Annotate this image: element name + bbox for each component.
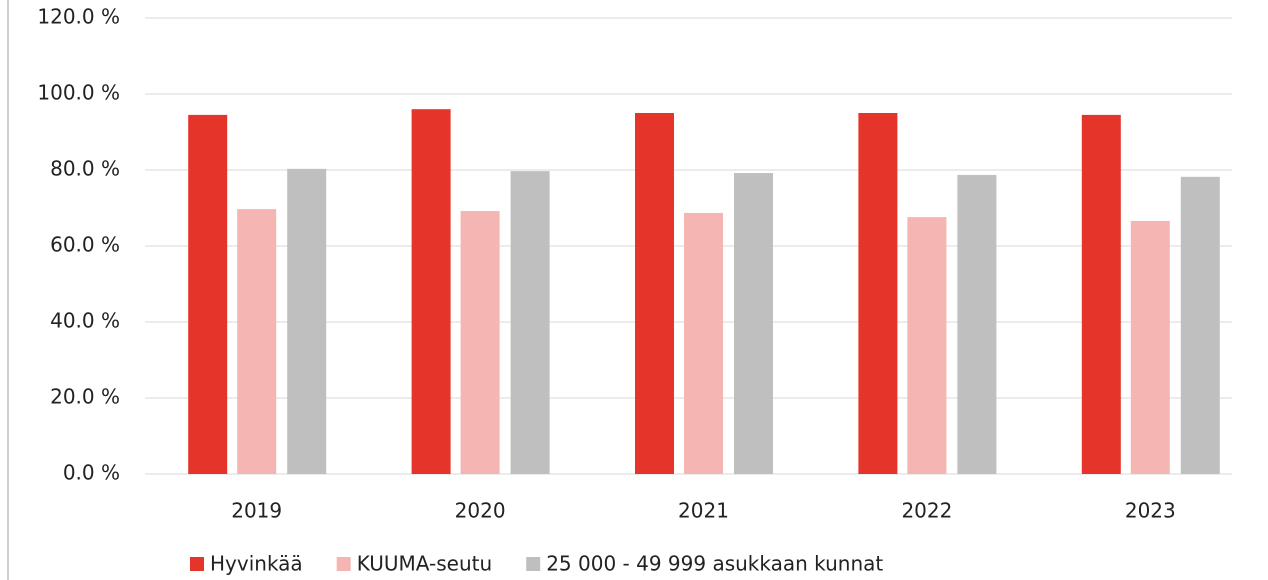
y-tick-label: 60.0 %: [50, 233, 120, 257]
bar: [460, 211, 500, 475]
bar: [907, 217, 947, 474]
x-tick-label: 2021: [678, 499, 729, 523]
y-tick-label: 40.0 %: [50, 309, 120, 333]
bar: [1130, 220, 1170, 474]
bar: [684, 212, 723, 474]
bar: [858, 113, 898, 474]
bar: [188, 114, 228, 475]
legend-swatch: [526, 557, 541, 571]
legend-swatch: [190, 557, 204, 571]
bar: [510, 171, 550, 474]
y-tick-label: 80.0 %: [50, 157, 120, 181]
y-tick-label: 120.0 %: [37, 5, 120, 29]
y-tick-label: 20.0 %: [50, 385, 120, 409]
bar: [237, 209, 277, 474]
x-tick-label: 2023: [1125, 499, 1176, 523]
bar: [1180, 176, 1220, 474]
legend-swatch: [336, 557, 351, 571]
x-tick-label: 2019: [231, 499, 282, 523]
legend-label: Hyvinkää: [210, 552, 303, 576]
x-tick-label: 2020: [455, 499, 506, 523]
legend-label: 25 000 - 49 999 asukkaan kunnat: [546, 552, 883, 576]
y-tick-label: 0.0 %: [63, 461, 120, 485]
legend-label: KUUMA-seutu: [357, 552, 493, 576]
bar: [1081, 114, 1121, 475]
bar: [635, 113, 674, 474]
y-tick-label: 100.0 %: [37, 81, 120, 105]
bar: [411, 109, 451, 474]
x-tick-label: 2022: [901, 499, 952, 523]
bar: [287, 168, 327, 475]
bar: [957, 174, 997, 474]
bar: [734, 173, 773, 475]
